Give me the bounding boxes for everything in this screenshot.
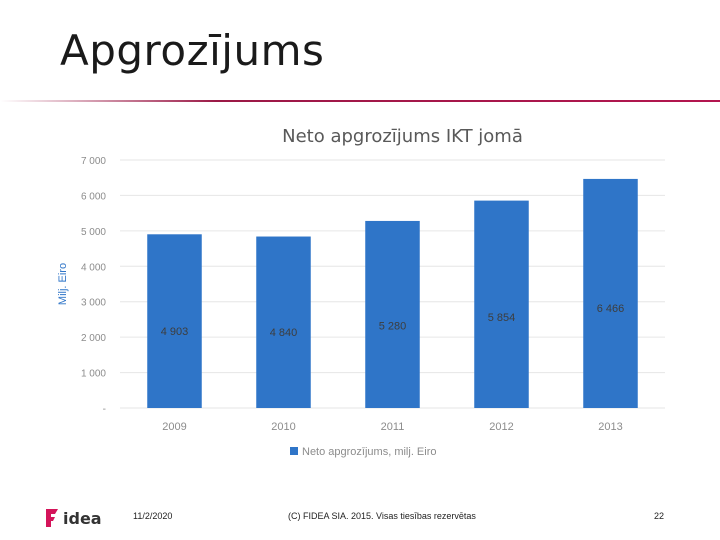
fidea-logo: idea	[44, 507, 102, 529]
footer-copyright: (C) FIDEA SIA. 2015. Visas tiesības reze…	[288, 511, 476, 521]
data-label: 5 280	[379, 320, 407, 332]
footer: idea 11/2/2020 (C) FIDEA SIA. 2015. Visa…	[0, 500, 720, 540]
y-tick-label: 1 000	[81, 369, 106, 380]
logo-text: idea	[63, 508, 102, 528]
chart-title: Neto apgrozījums IKT jomā	[282, 126, 523, 147]
x-tick-label: 2011	[381, 421, 405, 433]
y-tick-label: 4 000	[81, 262, 106, 273]
title-divider	[0, 100, 720, 102]
x-tick-label: 2009	[162, 421, 186, 433]
bar	[474, 200, 529, 408]
y-tick-label: 7 000	[81, 156, 106, 167]
x-tick-label: 2012	[489, 421, 513, 433]
bar-chart: Neto apgrozījums IKT jomā - 1 000 2 000 3 00…	[50, 112, 680, 467]
data-label: 4 840	[270, 327, 298, 339]
x-tick-label: 2013	[598, 421, 622, 433]
chart-canvas: Neto apgrozījums IKT jomā - 1 000 2 000 3 00…	[57, 126, 665, 458]
bar	[583, 178, 638, 408]
bar	[256, 236, 311, 408]
fidea-logo-icon	[44, 508, 60, 528]
y-tick-label: 6 000	[81, 191, 106, 202]
data-label: 4 903	[161, 326, 189, 338]
y-tick-label: 3 000	[81, 298, 106, 309]
data-label: 5 854	[488, 312, 516, 324]
legend-swatch	[290, 447, 298, 455]
bar	[365, 220, 420, 408]
legend-label: Neto apgrozījums, milj. Eiro	[302, 446, 437, 458]
y-axis-label: Milj. Eiro	[57, 263, 69, 305]
footer-date: 11/2/2020	[133, 511, 173, 521]
y-tick-label: -	[103, 404, 106, 415]
data-label: 6 466	[597, 303, 625, 315]
slide-title: Apgrozījums	[60, 26, 325, 75]
x-tick-label: 2010	[271, 421, 295, 433]
y-tick-label: 5 000	[81, 227, 106, 238]
y-tick-label: 2 000	[81, 333, 106, 344]
bar	[147, 234, 202, 408]
page-number: 22	[654, 511, 665, 521]
